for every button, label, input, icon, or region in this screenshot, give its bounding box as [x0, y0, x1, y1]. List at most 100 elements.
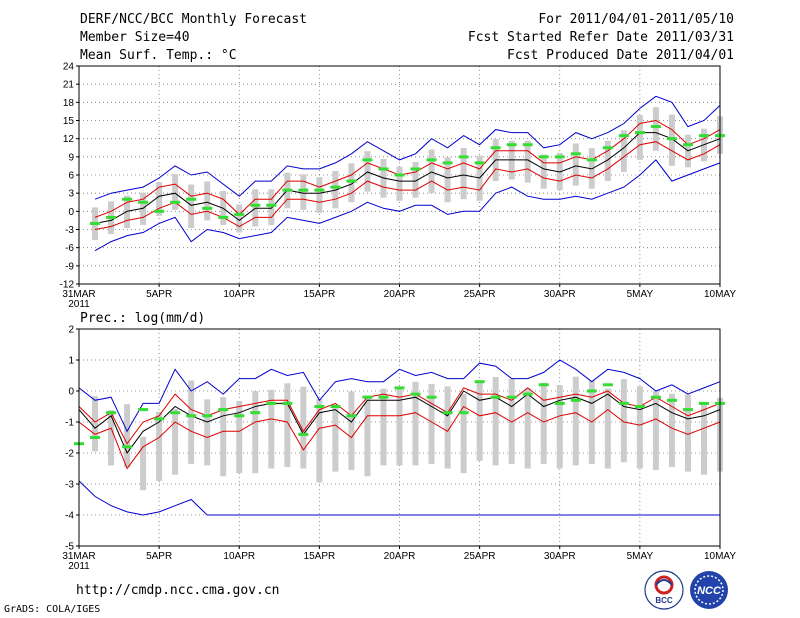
temp-lower-line [94, 141, 721, 230]
prec-xtick-label: 30APR [544, 551, 576, 562]
prec-observed-mark [474, 380, 485, 384]
temp-spread-box [668, 114, 675, 166]
temp-observed-mark [170, 200, 181, 204]
prec-ytick-label: 1 [68, 356, 74, 367]
prec-observed-mark [458, 411, 469, 415]
temp-spread-box [316, 177, 323, 213]
prec-spread-box [396, 387, 403, 466]
prec-ytick-label: 0 [68, 387, 74, 398]
variable-label: Mean Surf. Temp.: °C [80, 48, 237, 63]
temp-observed-mark [458, 155, 469, 159]
temp-xtick-label: 30APR [544, 289, 576, 300]
temp-observed-mark [362, 158, 373, 162]
temp-ytick-label: 15 [63, 116, 75, 127]
temp-observed-mark [442, 161, 453, 165]
prec-ytick-label: -5 [65, 542, 74, 553]
prec-observed-mark [250, 411, 261, 415]
temp-spread-box [268, 189, 275, 225]
temp-observed-mark [154, 209, 165, 213]
temp-spread-box [460, 147, 467, 200]
temp-ytick-label: -3 [65, 225, 74, 236]
prec-spread-box [380, 388, 387, 466]
prec-spread-box [108, 410, 115, 466]
temp-observed-mark [186, 197, 197, 201]
temp-spread-box [348, 163, 355, 203]
prec-xtick-label: 10APR [223, 551, 255, 562]
temp-ytick-label: 3 [68, 189, 74, 200]
temp-spread-box [636, 115, 643, 160]
prec-observed-mark [698, 401, 709, 405]
prec-observed-mark [314, 405, 325, 408]
temp-observed-mark [682, 143, 693, 147]
prec-panel: -5 -4 -3 -2 -1 0 1 2 31MAR 5APR 10APR 15APR 20APR 25A… [62, 325, 736, 573]
temp-observed-mark [346, 179, 357, 183]
prec-observed-mark [506, 395, 517, 399]
temp-xtick-label: 31MAR [62, 289, 95, 300]
temp-panel: -12 -9 -6 -3 0 3 6 9 12 15 18 21 24 31MAR 5APR 10APR 15A… [60, 62, 737, 311]
prec-spread-box [636, 386, 643, 469]
temp-upper-line [94, 119, 721, 218]
prec-spread-box [332, 404, 339, 472]
temp-xtick-label: 15APR [304, 289, 336, 300]
prec-spread-box [476, 382, 483, 461]
temp-observed-mark [426, 158, 437, 162]
prec-observed-mark [650, 395, 661, 399]
prec-observed-mark [154, 417, 165, 421]
prec-spread-box [236, 401, 243, 474]
temp-spread-box [412, 161, 419, 198]
prec-spread-box [364, 395, 371, 477]
prec-observed-mark [394, 386, 405, 390]
temp-observed-mark [538, 155, 549, 159]
prec-spread-box [492, 377, 499, 466]
prec-observed-mark [186, 414, 197, 418]
prec-spread-box [684, 394, 691, 472]
prec-observed-mark [666, 398, 677, 402]
prec-spread-box [668, 393, 675, 467]
prec-observed-mark [570, 398, 581, 402]
temp-spread-box [364, 151, 371, 192]
temp-spread-box [188, 184, 195, 228]
bcc-logo-arc [655, 579, 673, 586]
temp-mean-line [94, 132, 721, 224]
prec-spread-box [284, 383, 291, 467]
temp-xtick-label: 20APR [384, 289, 416, 300]
temp-observed-mark [618, 134, 629, 138]
temp-observed-mark [602, 146, 613, 150]
prec-ytick-label: -1 [65, 418, 74, 429]
temp-observed-mark [506, 143, 517, 147]
temp-spread-box [204, 181, 211, 221]
prec-observed-mark [106, 411, 117, 415]
prec-observed-mark [266, 401, 277, 405]
temp-spread-box [172, 174, 179, 210]
prec-xtick-label: 25APR [464, 551, 496, 562]
temp-observed-mark [298, 188, 309, 192]
temp-observed-mark [394, 173, 405, 177]
temp-observed-mark [410, 167, 421, 171]
prec-spread-box [316, 398, 323, 483]
prec-observed-mark [490, 395, 501, 399]
prec-observed-mark [682, 408, 693, 412]
temp-spread-box [396, 166, 403, 201]
prec-observed-mark [122, 445, 133, 449]
temp-observed-mark [474, 161, 485, 165]
prec-observed-mark [554, 401, 565, 405]
temp-observed-mark [330, 185, 341, 189]
prec-observed-mark [170, 411, 181, 415]
prec-ytick-label: 2 [68, 325, 74, 336]
prec-max-line [78, 359, 721, 433]
temp-ytick-label: 18 [63, 98, 75, 109]
temp-observed-mark [666, 137, 677, 141]
prec-year-label: 2011 [68, 561, 90, 572]
chart-title: DERF/NCC/BCC Monthly Forecast [80, 12, 307, 27]
footer-url[interactable]: http://cmdp.ncc.cma.gov.cn [76, 583, 280, 598]
temp-spread-box [540, 154, 547, 189]
prec-observed-mark [378, 395, 389, 399]
prec-ytick-label: -4 [65, 511, 74, 522]
grads-credit: GrADS: COLA/IGES [4, 604, 101, 615]
temp-ytick-label: 21 [63, 80, 75, 91]
prec-spread-box [348, 391, 355, 471]
precip-variable-label: Prec.: log(mm/d) [80, 311, 206, 326]
temp-observed-mark [634, 131, 645, 135]
temp-xtick-label: 5APR [146, 289, 172, 300]
